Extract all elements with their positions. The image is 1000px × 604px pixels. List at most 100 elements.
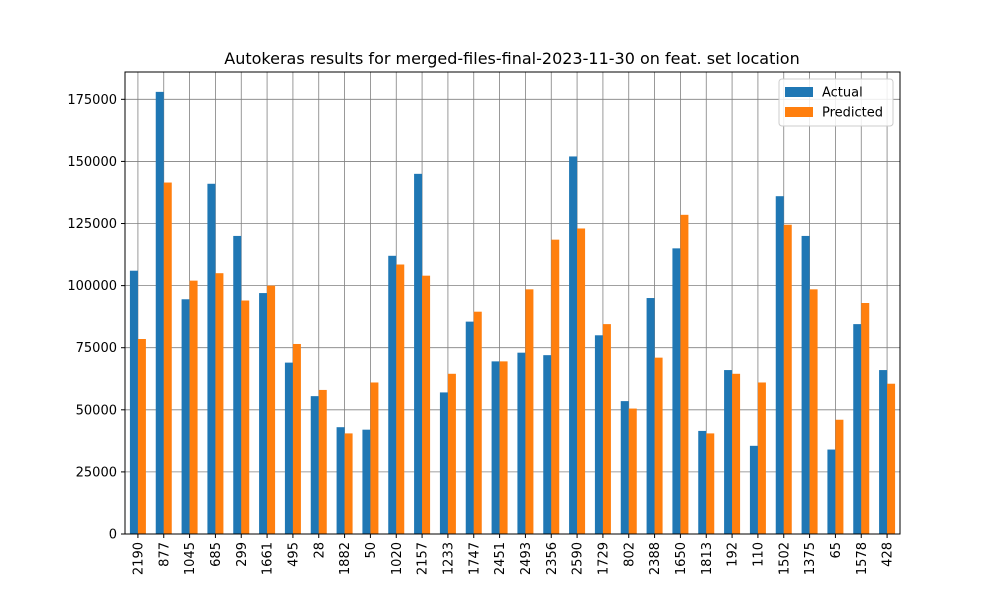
bar-predicted-1882 [344,433,353,534]
bars-layer [129,91,896,535]
bar-predicted-110 [757,382,766,534]
bar-actual-1882 [336,427,345,534]
x-tick-label: 2493 [519,542,534,575]
bar-predicted-1045 [189,280,198,534]
x-tick-label: 50 [364,542,379,559]
x-tick-label: 28 [312,542,327,559]
x-tick-label: 685 [209,542,224,567]
x-tick-label: 1233 [441,542,456,575]
y-tick-label: 75000 [76,341,117,356]
bar-actual-192 [724,370,733,534]
bar-actual-2590 [569,156,578,535]
bar-predicted-2493 [525,289,534,534]
x-tick-label: 1882 [338,542,353,575]
x-tick-label: 2157 [416,542,431,575]
bar-actual-2493 [517,352,526,534]
x-tick-label: 2190 [131,542,146,575]
bar-predicted-2590 [577,228,586,534]
bar-actual-110 [749,445,758,534]
x-tick-label: 802 [622,542,637,567]
bar-actual-28 [310,396,319,534]
x-tick-label: 428 [881,542,896,567]
x-tick-label: 2451 [493,542,508,575]
bar-predicted-685 [215,273,224,534]
bar-actual-1729 [594,335,603,534]
bar-predicted-2451 [499,361,508,534]
bar-predicted-299 [241,300,250,534]
bar-predicted-1020 [396,264,405,534]
bar-predicted-877 [163,182,172,534]
bar-actual-65 [827,449,836,534]
x-tick-label: 2590 [571,542,586,575]
bar-actual-1502 [775,196,784,534]
y-tick-label: 100000 [67,279,117,294]
bar-predicted-192 [732,373,741,534]
legend: Actual Predicted [778,78,894,127]
x-tick-label: 1747 [467,542,482,575]
legend-label-predicted: Predicted [822,106,883,121]
bar-predicted-1502 [783,224,792,535]
axes-layer [124,71,901,535]
bar-actual-685 [207,183,216,534]
bar-predicted-495 [292,343,301,534]
x-tick-label: 1045 [183,542,198,575]
x-tick-label: 1813 [700,542,715,575]
bar-actual-1045 [181,299,190,534]
chart-title: Autokeras results for merged-files-final… [224,49,799,68]
x-tick-label: 1375 [803,542,818,575]
bar-actual-1578 [853,324,862,534]
x-tick-label: 877 [157,542,172,567]
bar-actual-495 [284,362,293,534]
x-tick-label: 299 [235,542,250,567]
bar-actual-1650 [672,248,681,534]
bar-actual-2190 [129,270,138,534]
bar-predicted-1375 [809,289,818,534]
plot-frame [124,71,901,535]
y-tick-label: 25000 [76,465,117,480]
x-tick-label: 495 [286,542,301,567]
bar-actual-2157 [414,173,423,534]
x-tick-label: 1578 [855,542,870,575]
bar-predicted-1578 [861,303,870,534]
bar-actual-1813 [698,430,707,534]
bar-predicted-428 [887,383,896,534]
bar-actual-2356 [543,355,552,534]
bar-predicted-1661 [267,285,276,534]
y-tick-label: 50000 [76,403,117,418]
bar-actual-1661 [259,293,268,534]
bar-actual-2451 [491,361,500,534]
bar-actual-877 [155,91,164,534]
x-tick-label: 1661 [261,542,276,575]
bar-actual-299 [233,235,242,534]
bar-predicted-28 [318,389,327,534]
bar-predicted-50 [370,382,379,534]
bar-actual-1020 [388,255,397,534]
ticks-layer: 0 25000 50000 75000 100000 125000 150000 175000… [67,93,895,575]
legend-swatch-predicted [785,107,813,117]
bar-predicted-1813 [706,433,715,534]
bar-predicted-1650 [680,214,689,535]
y-tick-label: 175000 [67,93,117,108]
bar-actual-50 [362,429,371,534]
bar-predicted-1747 [473,311,482,534]
bar-actual-802 [620,401,629,534]
x-tick-label: 192 [726,542,741,567]
legend-label-actual: Actual [822,86,863,101]
bar-actual-1375 [801,235,810,534]
x-tick-label: 1502 [777,542,792,575]
bar-predicted-2157 [422,275,431,534]
bar-predicted-1729 [602,324,611,534]
bar-predicted-1233 [447,373,456,534]
bar-predicted-2190 [137,339,146,534]
x-tick-label: 1729 [596,542,611,575]
x-tick-label: 1020 [390,542,405,575]
bar-predicted-802 [628,408,637,534]
bar-predicted-65 [835,419,844,534]
x-tick-label: 2388 [648,542,663,575]
x-tick-label: 2356 [545,542,560,575]
legend-swatch-actual [785,87,813,97]
bar-actual-428 [879,370,888,534]
x-tick-label: 1650 [674,542,689,575]
